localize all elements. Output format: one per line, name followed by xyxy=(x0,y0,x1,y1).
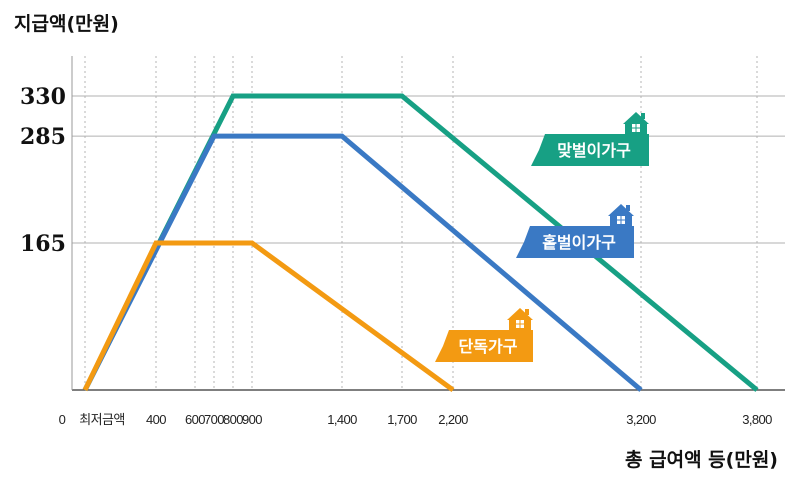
series-badge: 단독가구 xyxy=(435,308,533,362)
series-line xyxy=(82,240,455,393)
x-tick-label: 3,200 xyxy=(626,412,656,427)
series-label: 맞벌이가구 xyxy=(557,141,631,160)
house-icon xyxy=(608,204,634,228)
y-tick-labels: 165 285 330 xyxy=(20,84,66,257)
x-tick-label: 400 xyxy=(146,412,166,427)
x-tick-label: 최저금액 xyxy=(79,412,124,427)
x-tick-label: 0 xyxy=(59,412,66,427)
x-tick-label: 800 xyxy=(223,412,243,427)
series-label: 단독가구 xyxy=(459,337,518,356)
x-tick-label: 1,700 xyxy=(387,412,417,427)
x-tick-label: 600 xyxy=(185,412,205,427)
x-axis-label: 총 급여액 등(만원) xyxy=(625,449,778,471)
x-tick-label: 1,400 xyxy=(327,412,357,427)
y-axis-label: 지급액(만원) xyxy=(14,13,119,35)
axes xyxy=(71,56,785,391)
gridlines xyxy=(72,56,785,390)
house-icon xyxy=(623,112,649,136)
house-icon xyxy=(507,308,533,332)
y-tick-label: 285 xyxy=(20,124,66,150)
series-line xyxy=(82,133,643,392)
x-tick-label: 3,800 xyxy=(742,412,772,427)
series-badge: 맞벌이가구 xyxy=(531,112,649,166)
x-tick-label: 2,200 xyxy=(438,412,468,427)
x-tick-label: 700 xyxy=(204,412,224,427)
y-tick-label: 165 xyxy=(20,231,66,257)
x-tick-labels: 0 최저금액 400 600 700 800 900 1,400 1,700 2,200 3,200… xyxy=(59,412,773,427)
y-tick-label: 330 xyxy=(20,84,66,110)
series-label: 홑벌이가구 xyxy=(542,233,616,252)
series-badge: 홑벌이가구 xyxy=(516,204,634,258)
x-tick-label: 900 xyxy=(242,412,262,427)
